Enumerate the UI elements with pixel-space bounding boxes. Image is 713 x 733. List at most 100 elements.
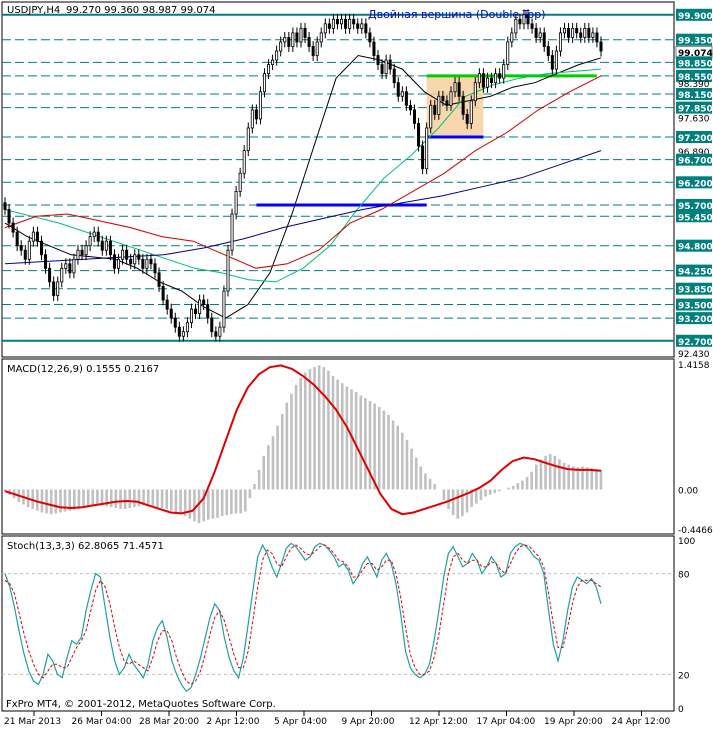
candle-body	[226, 249, 230, 292]
double-top-annotation: Двойная вершина (Double Top)	[368, 8, 546, 21]
candle-body	[121, 249, 125, 260]
candle	[303, 22, 307, 43]
candle	[7, 204, 11, 229]
price-tick-label: 92.430	[678, 350, 710, 360]
stoch-tick-label: 20	[678, 671, 690, 681]
candle	[498, 68, 502, 84]
candle-body	[112, 254, 116, 269]
candle-body	[48, 267, 52, 283]
candle-body	[295, 32, 299, 43]
candle-body	[546, 46, 550, 56]
candle	[392, 63, 396, 89]
price-tag	[676, 198, 712, 211]
candle	[267, 59, 271, 80]
candle	[425, 122, 429, 175]
candle	[510, 27, 514, 48]
candle-body	[258, 91, 262, 120]
candle-body	[194, 308, 198, 315]
candle	[408, 99, 412, 116]
candle	[583, 22, 587, 43]
candle-body	[510, 32, 514, 43]
candle-body	[35, 231, 39, 242]
candle	[518, 13, 522, 30]
candle	[494, 68, 498, 89]
candle	[169, 303, 173, 324]
candle-body	[165, 299, 169, 310]
candle-body	[185, 322, 189, 333]
candle-body	[538, 32, 542, 38]
candle-body	[299, 27, 303, 43]
time-tick-label: 24 Apr 12:00	[612, 717, 671, 727]
candle	[226, 244, 230, 297]
candle	[457, 77, 461, 102]
candle-body	[262, 73, 266, 93]
candle	[104, 235, 108, 256]
price-tick-label: 99.350	[678, 37, 713, 47]
candle-body	[372, 41, 376, 56]
candle-body	[202, 299, 206, 305]
price-tick-label: 93.500	[678, 302, 713, 312]
candle-body	[425, 127, 429, 170]
candle	[571, 22, 575, 43]
candle-body	[234, 190, 238, 215]
candle	[502, 59, 506, 84]
candle	[356, 18, 360, 34]
candle-body	[331, 18, 335, 29]
candle-body	[84, 245, 88, 256]
candle-body	[571, 27, 575, 38]
candle-body	[558, 32, 562, 52]
candle	[68, 258, 72, 279]
candle-body	[283, 37, 287, 43]
candle	[323, 18, 327, 39]
candle	[542, 27, 546, 52]
candle-body	[129, 258, 133, 265]
candle-body	[218, 326, 222, 337]
candle-body	[238, 172, 242, 192]
candle-body	[380, 64, 384, 75]
candle-body	[271, 59, 275, 65]
candle-body	[210, 317, 214, 333]
candle-body	[465, 113, 469, 124]
copyright-footer: FxPro MT4, © 2001-2012, MetaQuotes Softw…	[6, 699, 276, 710]
candle	[3, 197, 7, 215]
price-tag	[676, 8, 712, 21]
candle-body	[518, 18, 522, 25]
candle-body	[60, 267, 64, 283]
candle-body	[117, 258, 121, 269]
candle-body	[214, 331, 218, 337]
candle-body	[469, 100, 473, 124]
candle	[340, 13, 344, 30]
candle-body	[279, 41, 283, 52]
candle	[129, 253, 133, 270]
candle	[453, 77, 457, 98]
price-tick-label: 97.630	[678, 115, 710, 125]
candle-body	[595, 32, 599, 43]
macd-tick-label: -0.4466	[678, 526, 713, 536]
candle	[262, 68, 266, 98]
candle-body	[376, 55, 380, 65]
candle	[254, 104, 258, 125]
candle-body	[554, 50, 558, 70]
stoch-main-line	[4, 542, 602, 693]
candle-body	[563, 27, 567, 34]
candle-body	[408, 104, 412, 111]
stoch-panel-frame	[1, 535, 675, 712]
candle-body	[477, 73, 481, 84]
candle	[485, 72, 489, 93]
candle	[449, 86, 453, 111]
candle	[437, 90, 441, 120]
candle	[490, 72, 494, 89]
candle	[271, 54, 275, 71]
candle-body	[400, 91, 404, 97]
price-tick-label: 97.850	[678, 105, 713, 115]
stoch-panel	[2, 542, 674, 693]
candle	[445, 95, 449, 111]
candle-body	[125, 249, 129, 260]
price-tag	[676, 239, 712, 252]
price-tick-label: 99.900	[678, 12, 713, 22]
stoch-tick-label: 0	[678, 705, 684, 715]
candle	[534, 22, 538, 43]
candle-body	[587, 27, 591, 38]
candle	[35, 226, 39, 247]
price-tick-label: 93.200	[678, 315, 713, 325]
